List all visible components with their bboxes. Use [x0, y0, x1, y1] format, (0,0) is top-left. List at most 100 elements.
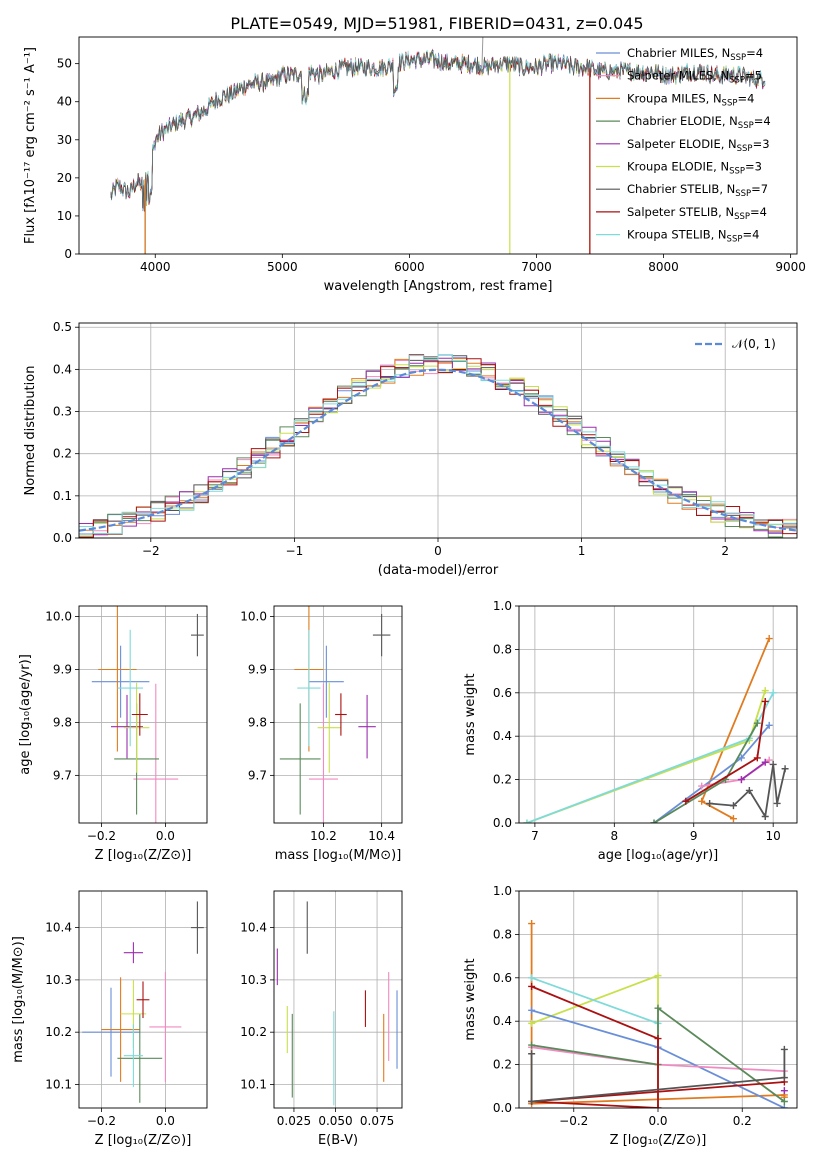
weight-marker-chabrier_elodie [753, 719, 761, 727]
x-axis-label: wavelength [Angstrom, rest frame] [324, 279, 553, 294]
y-tick-label: 0.4 [493, 729, 512, 743]
legend-suffix: =7 [751, 182, 768, 196]
weight-marker-salpeter_elodie [737, 776, 745, 784]
panel-weight_vs_age: 7 8 9 10 0.0 0.2 0.4 0.6 0.8 1.0 age [log₁₀(age/yr… [463, 599, 798, 863]
weight-marker-chabrier_stelib [761, 812, 769, 820]
axes-frame [518, 890, 798, 1109]
spike-line [481, 37, 484, 72]
weight-marker-kroupa_miles [698, 797, 706, 805]
y-axis-label: mass weight [463, 958, 478, 1040]
legend-entry-chabrier_stelib: Chabrier STELIB, NSSP=7 [627, 182, 768, 199]
plot-area [91, 606, 204, 823]
weight-marker-kroupa_elodie [654, 972, 662, 980]
legend-label: Kroupa ELODIE, N [627, 160, 729, 174]
legend-sub: SSP [737, 144, 753, 154]
weight-marker-chabrier_elodie [528, 1041, 536, 1049]
weight-marker-chabrier_miles [780, 1104, 788, 1108]
panel-spectrum: 4000 5000 6000 7000 8000 9000 0 10 20 30 40 50 wavel… [23, 36, 806, 294]
x-tick-label: −0.2 [87, 1114, 116, 1128]
weight-marker-salpeter_elodie [761, 758, 769, 766]
histogram-kroupa_stelib [79, 354, 797, 538]
weight-marker-chabrier_miles [765, 721, 773, 729]
legend-sub: SSP [722, 98, 738, 108]
weight-marker-kroupa_stelib [769, 689, 777, 697]
panel-residuals: −2 −1 0 1 2 0.0 0.1 0.2 0.3 0.4 0.5 (data-model)/er… [23, 320, 798, 578]
y-axis-label: mass [log₁₀(M/M⊙)] [11, 936, 26, 1063]
legend-label: Chabrier ELODIE, N [627, 114, 738, 128]
x-tick-label: 0.0 [156, 829, 175, 843]
weight-line-chabrier_elodie [653, 722, 759, 823]
weight-marker-kroupa_stelib [528, 974, 536, 982]
axes-frame [273, 605, 403, 824]
weight-marker-salpeter_elodie [780, 1087, 788, 1095]
plot-area [79, 354, 797, 538]
y-tick-label: 0.2 [493, 773, 512, 787]
y-tick-label: 0.2 [53, 447, 72, 461]
weight-marker-chabrier_stelib [706, 799, 714, 807]
weight-marker-chabrier_stelib [773, 799, 781, 807]
x-tick-label: 9 [690, 829, 698, 843]
legend-suffix: =3 [753, 137, 770, 151]
x-tick-label: −0.2 [87, 829, 116, 843]
y-tick-label: 10.4 [240, 921, 267, 935]
y-tick-label: 10.3 [45, 973, 72, 987]
panel-mass_vs_Z: −0.2 0.0 10.1 10.2 10.3 10.4 Z [log₁₀(Z/Z⊙)] ma… [11, 890, 208, 1148]
x-axis-label: mass [log₁₀(M/M⊙)] [275, 848, 402, 863]
y-tick-label: 10.4 [45, 921, 72, 935]
weight-marker-chabrier_stelib [528, 1097, 536, 1105]
y-tick-label: 0.5 [53, 320, 72, 334]
weight-marker-kroupa_miles [765, 635, 773, 643]
y-tick-label: 9.9 [53, 663, 72, 677]
plot-area [528, 920, 788, 1108]
y-tick-label: 10.0 [45, 610, 72, 624]
x-tick-label: 4000 [140, 260, 171, 274]
weight-line-salpeter_stelib [531, 985, 785, 1108]
y-tick-label: 50 [57, 57, 72, 71]
y-tick-label: 10 [57, 209, 72, 223]
y-tick-label: 0.1 [53, 489, 72, 503]
x-tick-label: 0.2 [733, 1114, 752, 1128]
x-tick-label: 2 [721, 544, 729, 558]
x-tick-label: 9000 [775, 260, 806, 274]
y-tick-label: 0.8 [493, 927, 512, 941]
legend: 𝒩(0, 1) [695, 337, 776, 351]
y-tick-label: 9.7 [248, 768, 267, 782]
weight-marker-chabrier_stelib [769, 760, 777, 768]
weight-marker-salpeter_miles [698, 782, 706, 790]
x-axis-label: Z [log₁₀(Z/Z⊙)] [95, 848, 192, 863]
x-tick-label: 8000 [648, 260, 679, 274]
weight-marker-chabrier_stelib [745, 786, 753, 794]
legend-suffix: =4 [742, 228, 759, 242]
y-tick-label: 0 [64, 247, 72, 261]
figure-title: PLATE=0549, MJD=51981, FIBERID=0431, z=0… [230, 14, 643, 33]
plot-area [279, 606, 391, 823]
legend-label: Kroupa STELIB, N [627, 228, 727, 242]
y-tick-label: 9.8 [248, 715, 267, 729]
weight-marker-salpeter_stelib [682, 797, 690, 805]
legend-suffix: =4 [746, 46, 763, 60]
legend-entry-salpeter_miles: Salpeter MILES, NSSP=5 [627, 69, 762, 86]
weight-marker-chabrier_stelib [528, 1050, 536, 1058]
weight-marker-salpeter_stelib [654, 1104, 662, 1108]
weight-line-kroupa_stelib [531, 976, 659, 1108]
legend-label: Chabrier STELIB, N [627, 182, 735, 196]
weight-marker-kroupa_elodie [528, 1019, 536, 1027]
legend-label: Salpeter STELIB, N [627, 205, 734, 219]
x-tick-label: 8 [610, 829, 618, 843]
legend-sub: SSP [738, 121, 754, 131]
x-tick-label: 5000 [267, 260, 298, 274]
axes-frame [78, 322, 798, 539]
weight-line-kroupa_miles [700, 638, 771, 820]
y-axis-label: Flux [fλ10⁻¹⁷ erg cm⁻² s⁻¹ A⁻¹] [23, 47, 38, 244]
weight-line-kroupa_elodie [526, 690, 767, 823]
legend-sub: SSP [730, 53, 746, 63]
x-tick-label: 7000 [521, 260, 552, 274]
axes-frame [78, 36, 798, 255]
x-tick-label: 1 [578, 544, 586, 558]
normal-curve [79, 368, 797, 532]
legend-entry-salpeter_stelib: Salpeter STELIB, NSSP=4 [627, 205, 767, 222]
x-axis-label: E(B-V) [318, 1133, 358, 1148]
axes-frame [518, 605, 798, 824]
spectrum-line-chabrier_stelib [110, 50, 766, 211]
